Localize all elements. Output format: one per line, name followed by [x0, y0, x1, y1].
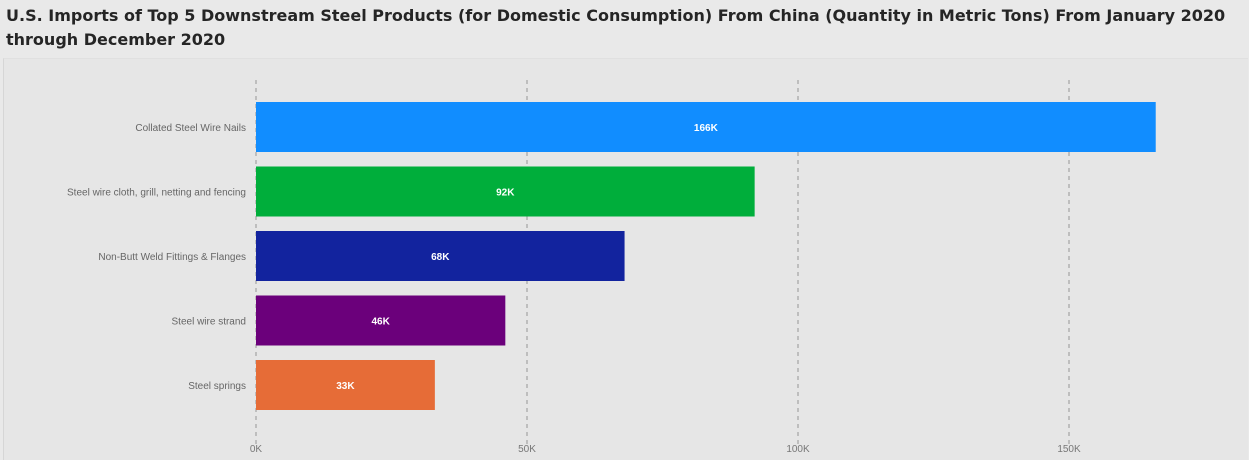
bar[interactable]	[256, 166, 755, 217]
data-label: 166K	[694, 123, 719, 134]
data-label: 92K	[496, 188, 515, 199]
data-label: 33K	[336, 381, 355, 392]
bar[interactable]	[256, 102, 1156, 152]
chart-title: U.S. Imports of Top 5 Downstream Steel P…	[6, 6, 1226, 49]
bar[interactable]	[256, 231, 625, 281]
data-label: 46K	[371, 317, 390, 328]
x-tick-label: 0K	[250, 444, 263, 455]
x-tick-label: 150K	[1057, 444, 1081, 455]
bar[interactable]	[256, 295, 506, 346]
category-label: Steel wire cloth, grill, netting and fen…	[67, 188, 246, 199]
data-label: 68K	[431, 252, 450, 263]
x-tick-label: 50K	[518, 444, 536, 455]
category-label: Steel wire strand	[172, 317, 246, 328]
category-label: Steel springs	[188, 381, 246, 392]
category-label: Non-Butt Weld Fittings & Flanges	[98, 252, 246, 263]
category-label: Collated Steel Wire Nails	[135, 123, 246, 134]
bar[interactable]	[256, 360, 435, 410]
x-tick-label: 100K	[786, 444, 810, 455]
